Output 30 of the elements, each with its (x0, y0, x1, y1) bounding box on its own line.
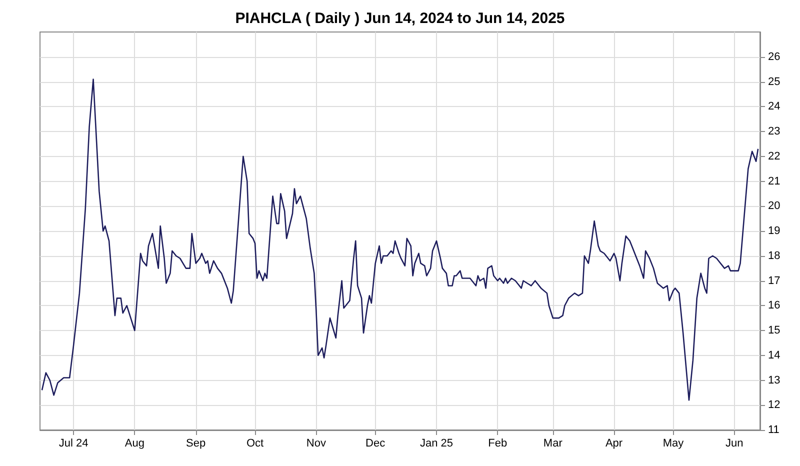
y-tick-label: 12 (768, 399, 780, 412)
x-tick-label: Apr (605, 438, 623, 450)
y-tick-label: 11 (768, 424, 780, 436)
y-tick-label: 19 (768, 225, 780, 237)
line-series (41, 78, 759, 401)
x-tick-label: Jun (725, 438, 744, 450)
y-tick-label: 17 (768, 274, 780, 287)
x-tick-label: Feb (488, 438, 508, 450)
y-tick-label: 21 (768, 175, 780, 188)
x-tick-label: Sep (186, 438, 206, 450)
y-tick-label: 14 (768, 349, 780, 362)
chart-title: PIAHCLA ( Daily ) Jun 14, 2024 to Jun 14, 2025 (235, 10, 565, 27)
y-tick-label: 23 (768, 126, 780, 138)
y-tick-label: 25 (768, 76, 780, 88)
x-tick-label: Dec (366, 438, 386, 450)
x-tick-label: May (662, 438, 684, 450)
x-tick-label: Jan 25 (420, 438, 454, 450)
x-tick-label: Oct (246, 438, 264, 450)
y-tick-label: 16 (768, 300, 780, 312)
y-tick-label: 15 (768, 324, 780, 336)
y-tick-label: 20 (768, 200, 780, 212)
y-tick-label: 26 (768, 50, 780, 63)
x-tick-label: Mar (543, 438, 563, 450)
y-tick-label: 13 (768, 374, 780, 386)
y-tick-label: 24 (768, 100, 780, 113)
x-tick-label: Jul 24 (58, 438, 88, 450)
x-tick-label: Nov (306, 438, 326, 450)
y-tick-label: 18 (768, 250, 780, 262)
y-tick-label: 22 (768, 150, 780, 162)
x-tick-label: Aug (124, 438, 144, 450)
